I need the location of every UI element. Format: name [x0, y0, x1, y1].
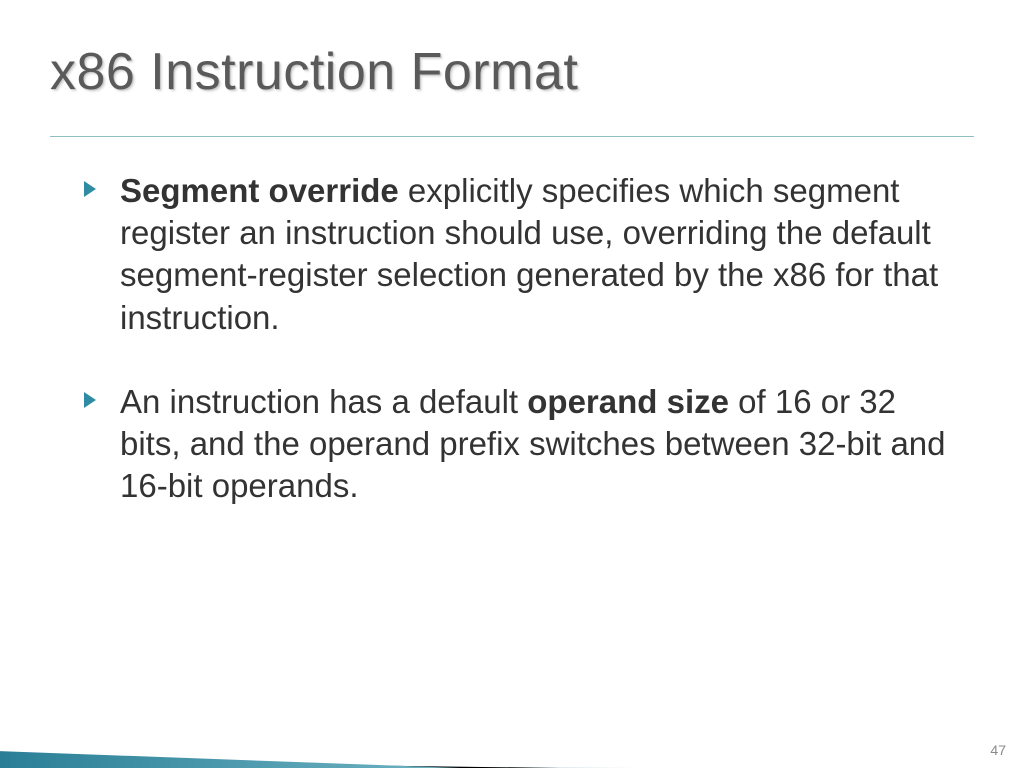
bullet-text-pre: An instruction has a default [120, 383, 527, 420]
deco-tri-teal [0, 751, 460, 768]
bullet-marker-icon [84, 181, 96, 197]
page-number: 47 [990, 742, 1006, 758]
slide-body: Segment override explicitly specifies wh… [70, 170, 960, 550]
corner-decoration [0, 648, 1024, 768]
bullet-item: An instruction has a default operand siz… [70, 381, 960, 508]
slide: x86 Instruction Format Segment override … [0, 0, 1024, 768]
bullet-item: Segment override explicitly specifies wh… [70, 170, 960, 339]
deco-tri-black [0, 761, 560, 768]
bullet-bold-lead: Segment override [120, 172, 399, 209]
title-underline [50, 136, 974, 137]
bullet-marker-icon [84, 392, 96, 408]
deco-tri-light [0, 764, 640, 768]
bullet-bold-mid: operand size [527, 383, 729, 420]
slide-title: x86 Instruction Format [50, 42, 578, 102]
